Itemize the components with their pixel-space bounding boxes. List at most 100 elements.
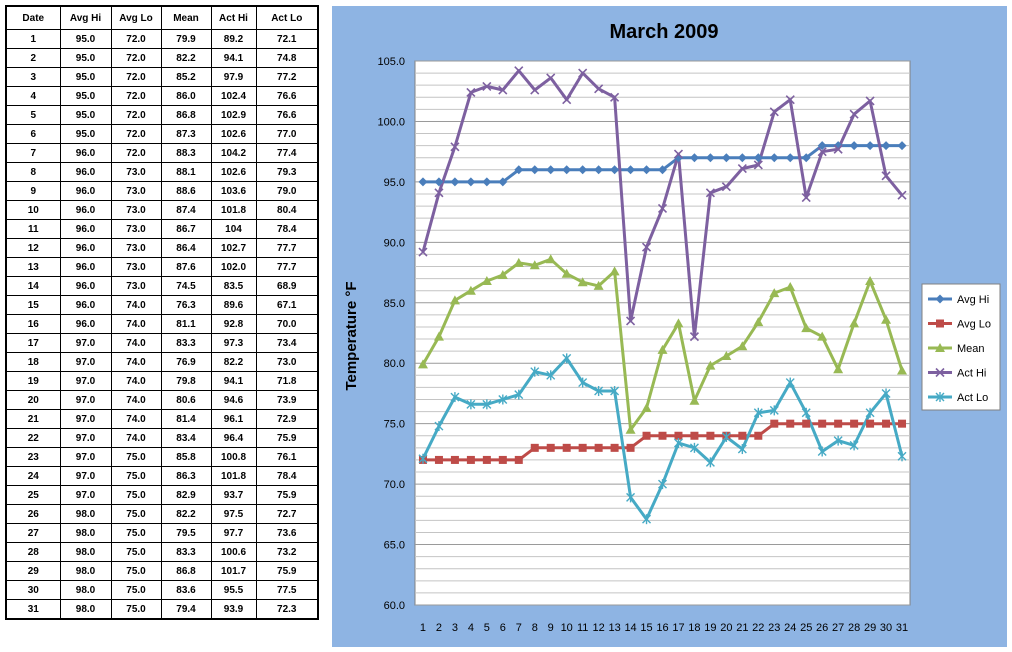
table-cell: 96.1 — [210, 409, 257, 429]
data-point-act-lo — [466, 399, 476, 410]
table-cell: 97.0 — [59, 352, 112, 372]
table-cell: 72.9 — [255, 409, 319, 429]
table-cell: 86.7 — [160, 219, 212, 239]
table-row: 23 97.0 75.0 85.8 100.8 76.1 — [5, 447, 319, 467]
table-cell: 94.1 — [210, 48, 257, 68]
table-cell: 79.4 — [160, 599, 212, 620]
table-cell: 98.0 — [59, 599, 112, 620]
table-row: 15 96.0 74.0 76.3 89.6 67.1 — [5, 295, 319, 315]
data-point-avg-hi — [482, 177, 492, 187]
table-cell: 73.0 — [110, 238, 162, 258]
data-point-act-lo — [610, 386, 620, 397]
table-cell: 76.3 — [160, 295, 212, 315]
legend-marker — [935, 343, 945, 352]
table-cell: 95.0 — [59, 67, 112, 87]
table-cell: 86.4 — [160, 238, 212, 258]
data-point-avg-hi — [817, 141, 827, 151]
table-cell: 73.0 — [255, 352, 319, 372]
data-point-avg-lo — [546, 443, 555, 452]
table-row: 26 98.0 75.0 82.2 97.5 72.7 — [5, 504, 319, 524]
table-cell: 101.8 — [210, 466, 257, 486]
data-point-avg-hi — [849, 141, 859, 151]
table-row: 11 96.0 73.0 86.7 104 78.4 — [5, 219, 319, 239]
table-cell: 25 — [5, 485, 61, 505]
data-point-avg-hi — [658, 165, 667, 175]
data-point-act-lo — [546, 370, 556, 381]
table-cell: 72.0 — [110, 143, 162, 163]
table-cell: 74.0 — [110, 314, 162, 334]
table-cell: 102.0 — [210, 257, 257, 277]
data-point-avg-lo — [530, 443, 539, 452]
table-cell: 4 — [5, 86, 61, 106]
data-point-act-lo — [689, 442, 699, 453]
data-point-avg-lo — [626, 443, 635, 452]
legend-label: Act Lo — [957, 392, 988, 404]
y-tick-label: 90.0 — [384, 237, 405, 249]
data-point-avg-lo — [786, 419, 795, 428]
table-cell: 97.0 — [59, 409, 112, 429]
table-cell: 75.0 — [110, 561, 162, 581]
table-cell: 72.7 — [255, 504, 319, 524]
x-tick-label: 30 — [880, 622, 892, 634]
table-cell: 78.4 — [255, 219, 319, 239]
y-tick-label: 65.0 — [384, 540, 405, 552]
table-cell: 76.9 — [160, 352, 212, 372]
data-point-avg-hi — [801, 153, 811, 163]
data-point-avg-hi — [562, 165, 572, 175]
data-point-act-lo — [801, 407, 811, 418]
x-tick-label: 27 — [832, 622, 844, 634]
table-cell: 73.0 — [110, 162, 162, 182]
table-cell: 95.0 — [59, 105, 112, 125]
legend-label: Avg Lo — [957, 319, 991, 331]
table-cell: 1 — [5, 29, 61, 49]
table-cell: 70.0 — [255, 314, 319, 334]
data-point-act-lo — [753, 407, 763, 418]
table-cell: 75.0 — [110, 580, 162, 600]
chart-panel: 60.0 65.0 70.0 75.0 80.0 85.0 90.0 95.0 100.0 105… — [332, 6, 1007, 647]
data-point-act-lo — [562, 353, 572, 364]
table-cell: 81.1 — [160, 314, 212, 334]
data-point-avg-lo — [658, 431, 667, 440]
data-point-act-hi — [546, 73, 556, 83]
data-point-act-hi — [498, 85, 508, 95]
data-point-mean — [657, 344, 668, 354]
data-point-act-hi — [849, 109, 859, 119]
data-point-avg-lo — [754, 431, 763, 440]
x-tick-label: 9 — [548, 622, 554, 634]
y-tick-label: 80.0 — [384, 358, 405, 370]
data-point-mean — [497, 269, 508, 279]
data-point-act-hi — [418, 247, 428, 257]
data-point-avg-lo — [834, 419, 843, 428]
legend-label: Act Hi — [957, 368, 986, 380]
data-point-avg-hi — [594, 165, 604, 175]
data-point-avg-lo — [562, 443, 571, 452]
legend-label: Avg Hi — [957, 294, 989, 306]
table-cell: 74.8 — [255, 48, 319, 68]
table-cell: 87.6 — [160, 257, 212, 277]
legend-box — [921, 283, 1001, 411]
table-cell: 10 — [5, 200, 61, 220]
table-cell: 96.0 — [59, 295, 112, 315]
data-point-act-hi — [625, 316, 636, 326]
data-point-avg-lo — [578, 443, 587, 452]
table-cell: 93.9 — [210, 599, 257, 620]
table-cell: 96.0 — [59, 181, 112, 201]
table-cell: 73.2 — [255, 542, 319, 562]
table-cell: 72.0 — [110, 124, 162, 144]
table-cell: 75.0 — [110, 504, 162, 524]
table-cell: 82.2 — [210, 352, 257, 372]
data-point-avg-hi — [498, 177, 508, 187]
table-cell: 102.6 — [210, 124, 257, 144]
data-point-avg-lo — [514, 455, 523, 464]
y-tick-label: 100.0 — [377, 116, 405, 128]
table-cell: 13 — [5, 257, 61, 277]
table-cell: 28 — [5, 542, 61, 562]
data-point-avg-lo — [594, 443, 603, 452]
data-point-mean — [785, 282, 796, 292]
table-cell: 76.6 — [255, 105, 319, 125]
legend-label: Mean — [957, 343, 985, 355]
table-cell: 82.2 — [160, 48, 212, 68]
data-point-mean — [721, 350, 732, 360]
data-point-act-hi — [689, 332, 700, 342]
table-cell: 80.4 — [255, 200, 319, 220]
